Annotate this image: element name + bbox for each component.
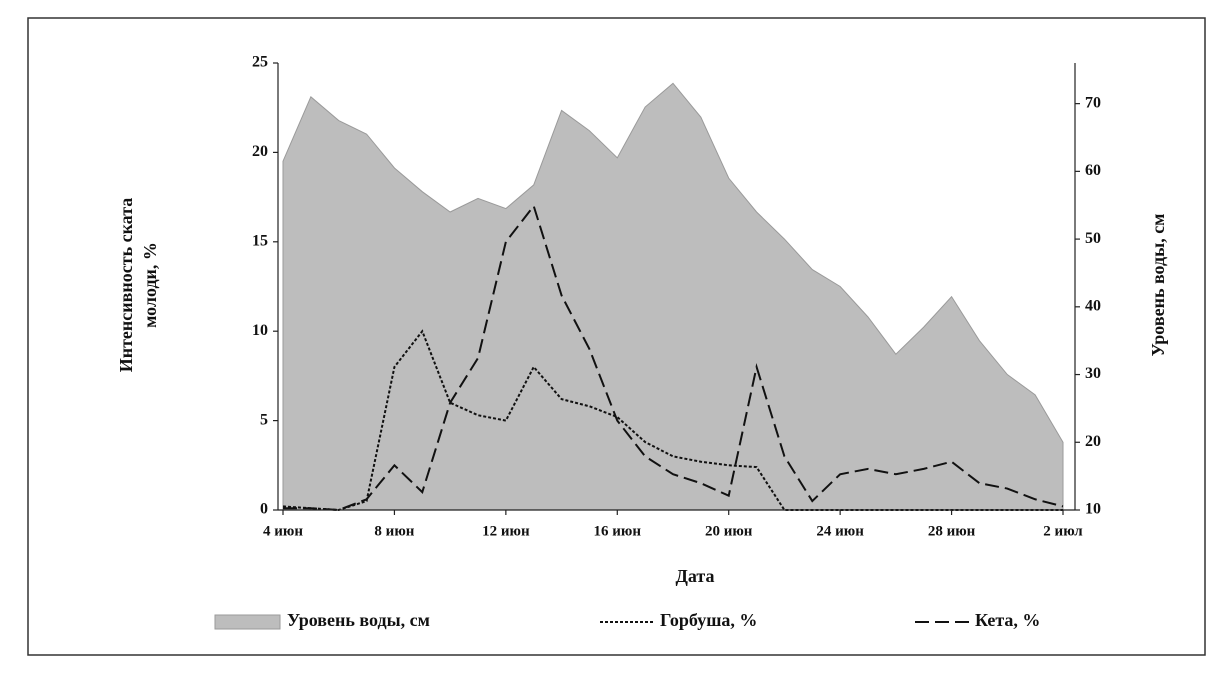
y2-tick-label: 40 (1085, 297, 1101, 314)
y-axis-title: молоди, % (140, 242, 160, 328)
y2-tick-label: 50 (1085, 230, 1101, 247)
x-axis-title: Дата (676, 566, 715, 586)
x-tick-label: 8 июн (374, 523, 414, 539)
y-tick-label: 25 (252, 54, 268, 71)
legend-label: Кета, % (975, 610, 1040, 630)
legend-label: Горбуша, % (660, 610, 757, 630)
legend-label: Уровень воды, см (287, 610, 430, 630)
frame (27, 17, 1206, 656)
y2-tick-label: 10 (1085, 501, 1101, 518)
x-tick-label: 4 июн (263, 523, 303, 539)
y2-tick-label: 30 (1085, 365, 1101, 382)
y2-tick-label: 20 (1085, 433, 1101, 450)
line (283, 203, 1064, 512)
x-tick-label: 20 июн (705, 523, 753, 539)
x-tick-label: 16 июн (594, 523, 642, 539)
legend-swatch (214, 614, 281, 630)
x-tick-label: 2 июл (1043, 523, 1083, 539)
x-tick-label: 24 июн (816, 523, 864, 539)
y-axis-title: Интенсивность ската (116, 198, 136, 373)
x-tick-label: 12 июн (482, 523, 530, 539)
y-tick-label: 5 (260, 411, 268, 428)
y2-tick-label: 60 (1085, 162, 1101, 179)
area (282, 82, 1064, 511)
x-tick-label: 28 июн (928, 523, 976, 539)
y2-tick-label: 70 (1085, 94, 1101, 111)
y-tick-label: 10 (252, 322, 268, 339)
y-tick-label: 15 (252, 232, 268, 249)
y-tick-label: 20 (252, 143, 268, 160)
y-tick-label: 0 (260, 501, 268, 518)
y2-axis-title: Уровень воды, см (1148, 214, 1168, 357)
